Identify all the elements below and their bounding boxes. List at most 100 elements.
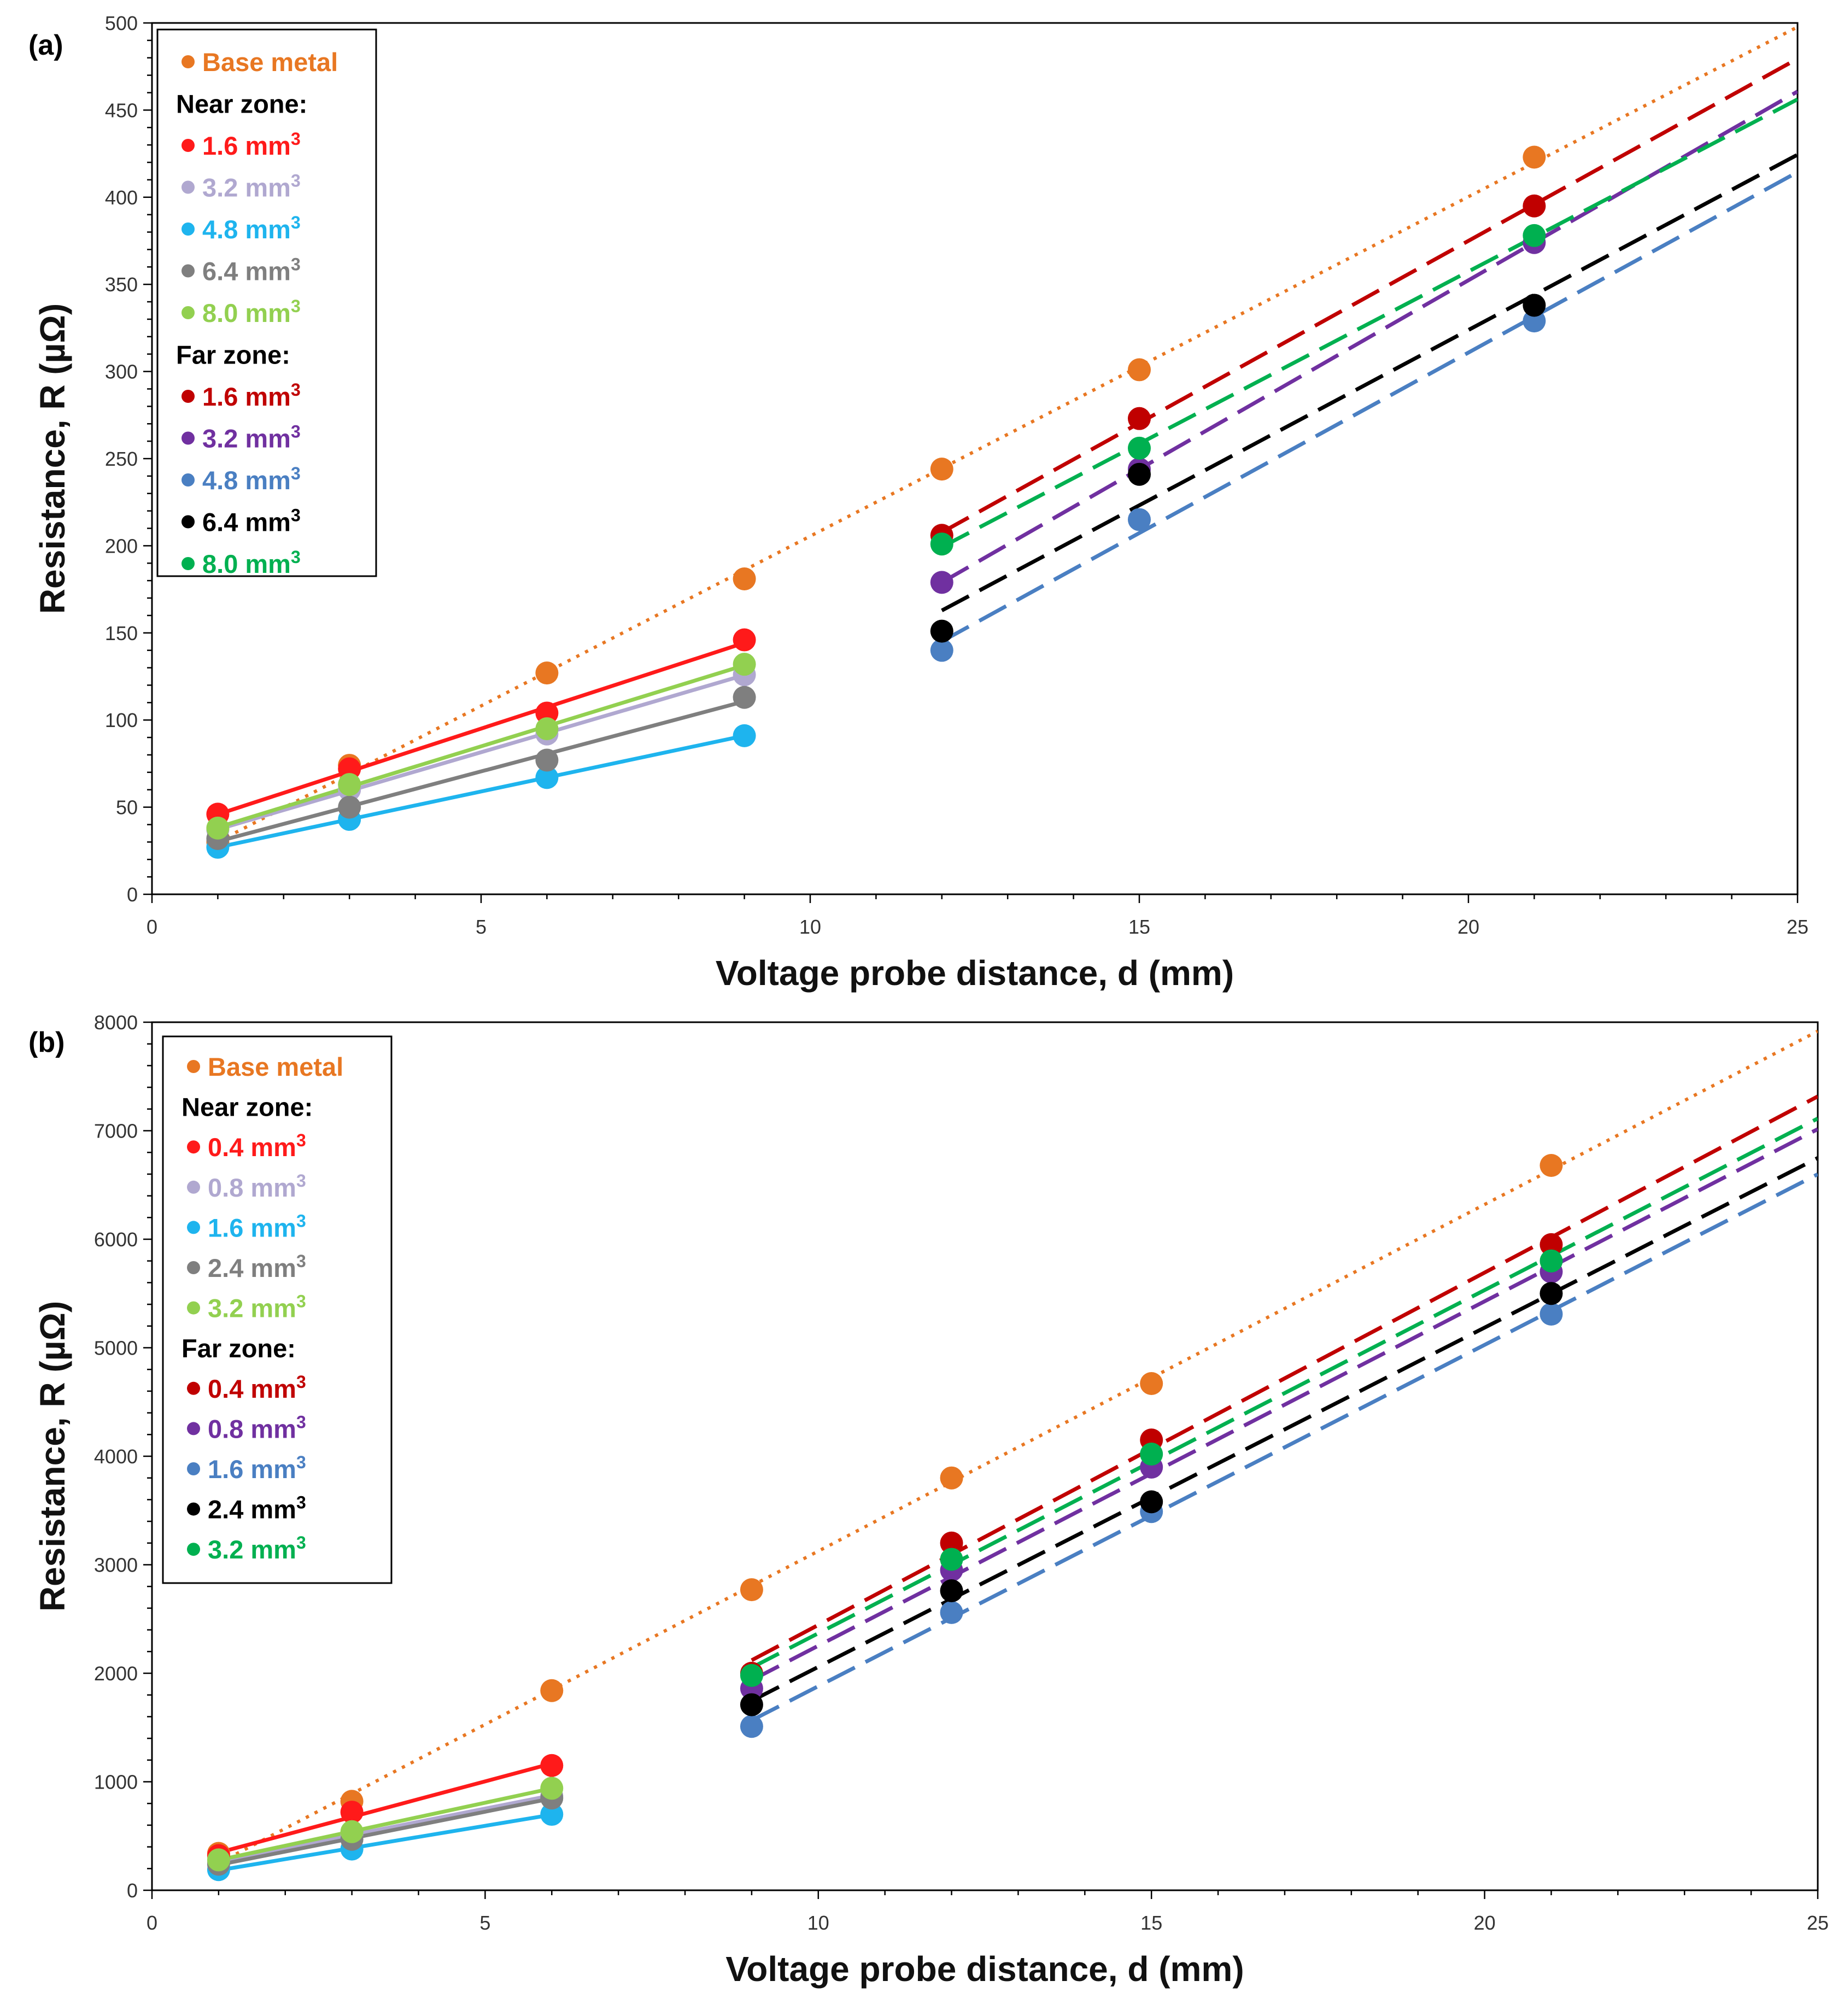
legend-entry: 3.2 mm3: [202, 171, 301, 202]
trend-line-near-zone-8-0: [217, 663, 745, 829]
x-tick-label: 10: [799, 916, 821, 938]
data-point-near-zone-1-6: [733, 628, 756, 652]
plot-frame: [151, 1021, 1819, 1891]
legend-entry: 2.4 mm3: [208, 1251, 306, 1282]
trend-line-near-zone-3-2: [218, 1786, 553, 1862]
legend-entry: 6.4 mm3: [202, 506, 301, 537]
y-tick-label: 3000: [94, 1554, 138, 1577]
legend-marker: [187, 1180, 200, 1194]
legend-marker: [187, 1221, 200, 1234]
legend-marker: [187, 1543, 200, 1556]
data-point-far-zone-2-4: [1539, 1282, 1563, 1305]
data-point-base-base-metal: [740, 1578, 763, 1602]
data-point-near-zone-3-2: [207, 1848, 230, 1872]
y-tick-label: 4000: [94, 1445, 138, 1468]
data-point-far-zone-6-4: [1523, 294, 1546, 317]
data-point-far-zone-3-2: [940, 1548, 963, 1571]
legend-marker: [187, 1422, 200, 1435]
data-point-far-zone-3-2: [740, 1663, 763, 1687]
data-point-near-zone-6-4: [338, 795, 361, 819]
x-tick-label: 25: [1787, 916, 1808, 938]
legend: Base metal Near zone: 1.6 mm3 3.2 mm3 4.8 mm…: [156, 28, 377, 578]
trend-line-far-zone-3-2: [941, 90, 1798, 584]
trend-line-far-zone-4-8: [941, 170, 1798, 643]
legend-entry: 1.6 mm3: [202, 380, 301, 411]
legend-marker: [187, 1462, 200, 1475]
y-tick-label: 50: [116, 796, 138, 819]
legend-marker: [187, 1060, 200, 1073]
legend-marker: [187, 1381, 200, 1395]
data-point-far-zone-0-4: [940, 1531, 963, 1555]
data-point-far-zone-4-8: [1128, 508, 1151, 531]
trend-line-far-zone-3-2: [751, 1117, 1818, 1669]
x-tick-label: 15: [1128, 916, 1150, 938]
x-axis-title: Voltage probe distance, d (mm): [725, 1949, 1244, 1989]
y-tick-label: 400: [105, 186, 138, 209]
legend-entry: 6.4 mm3: [202, 255, 301, 286]
y-tick-label: 1000: [94, 1771, 138, 1794]
data-point-base-base-metal: [1140, 1372, 1163, 1396]
trend-line-near-zone-4-8: [217, 734, 745, 849]
trend-line-near-zone-6-4: [217, 699, 745, 843]
y-tick-label: 250: [105, 448, 138, 470]
data-point-far-zone-8-0: [1523, 224, 1546, 247]
legend-entry: 0.8 mm3: [208, 1412, 306, 1443]
data-points: [207, 1154, 1563, 1882]
data-point-near-zone-8-0: [535, 717, 559, 741]
legend-box: [162, 1035, 393, 1584]
legend-entry: 8.0 mm3: [202, 296, 301, 327]
data-point-far-zone-1-6: [740, 1715, 763, 1738]
data-point-near-zone-0-4: [340, 1801, 364, 1824]
legend-marker: [182, 515, 195, 529]
trend-lines: [218, 1029, 1818, 1872]
data-point-base-base-metal: [535, 661, 559, 685]
legend-marker: [182, 139, 195, 152]
y-axis-title: Resistance, R (µΩ): [33, 303, 72, 614]
y-tick-label: 300: [105, 361, 138, 383]
legend-box: [156, 28, 377, 577]
trend-line-base-base-metal: [217, 25, 1798, 843]
trend-line-far-zone-6-4: [941, 153, 1798, 612]
legend-entry: 1.6 mm3: [208, 1211, 306, 1242]
y-tick-label: 2000: [94, 1662, 138, 1685]
y-tick-label: 0: [127, 1879, 138, 1902]
data-point-base-base-metal: [1128, 358, 1151, 382]
data-point-base-base-metal: [1539, 1154, 1563, 1177]
data-point-far-zone-4-8: [930, 638, 953, 662]
trend-line-far-zone-1-6: [941, 57, 1798, 534]
data-point-far-zone-8-0: [1128, 436, 1151, 460]
legend-entry: Base metal: [202, 48, 338, 77]
trend-line-near-zone-3-2: [217, 673, 745, 831]
x-tick-label: 0: [147, 1912, 157, 1934]
plot-frame: [151, 22, 1799, 895]
legend-entry: 3.2 mm3: [208, 1292, 306, 1323]
legend-entry: 0.4 mm3: [208, 1130, 306, 1162]
trend-line-far-zone-0-4: [751, 1094, 1818, 1662]
trend-line-base-base-metal: [218, 1029, 1818, 1865]
data-point-far-zone-1-6: [1539, 1302, 1563, 1326]
legend-marker: [182, 180, 195, 194]
data-point-far-zone-3-2: [1539, 1249, 1563, 1273]
data-point-far-zone-1-6: [1523, 194, 1546, 218]
data-point-near-zone-3-2: [540, 1777, 564, 1800]
data-point-near-zone-1-6: [338, 757, 361, 781]
chart-panel-a: 0 5 10 15 20 25050100150200250300350400450500…: [28, 12, 1808, 993]
legend-marker: [182, 473, 195, 487]
legend-entry: 8.0 mm3: [202, 547, 301, 578]
panel-label: (b): [28, 1027, 65, 1058]
legend-entry: 1.6 mm3: [202, 129, 301, 160]
y-tick-label: 5000: [94, 1337, 138, 1359]
legend-group-header: Near zone:: [176, 90, 307, 119]
y-tick-label: 500: [105, 12, 138, 34]
legend-marker: [182, 55, 195, 68]
data-point-far-zone-1-6: [1128, 407, 1151, 430]
trend-line-far-zone-8-0: [941, 97, 1798, 549]
data-point-near-zone-3-2: [340, 1820, 364, 1843]
data-point-near-zone-8-0: [338, 773, 361, 796]
data-point-far-zone-4-8: [1523, 309, 1546, 333]
panel-label: (a): [28, 30, 63, 61]
data-point-near-zone-8-0: [206, 816, 230, 840]
y-axis-title: Resistance, R (µΩ): [33, 1301, 72, 1611]
x-tick-label: 5: [476, 916, 487, 938]
legend-marker: [187, 1261, 200, 1274]
